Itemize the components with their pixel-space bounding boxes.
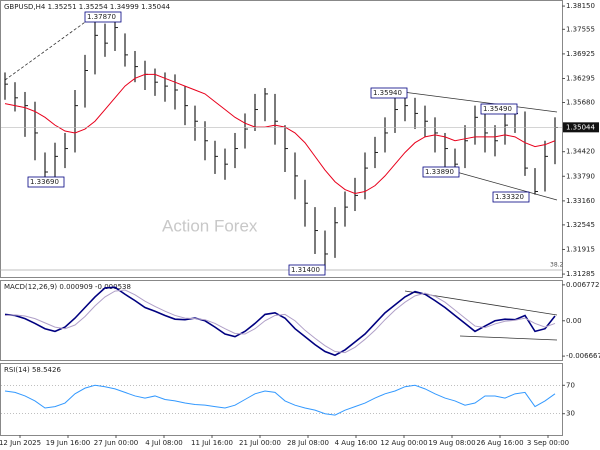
x-tick-label: 11 Jul 16:00 <box>191 439 233 447</box>
annotation-box <box>27 176 65 188</box>
y-tick-label: 30 <box>566 410 575 418</box>
annotation: 1.35940 <box>373 89 402 97</box>
y-tick-label: 1.35680 <box>566 98 595 106</box>
price-panel <box>0 0 563 278</box>
y-tick-label: 1.33790 <box>566 172 595 180</box>
x-tick-label: 3 Sep 00:00 <box>527 439 569 447</box>
indicator-title: RSI(14) 58.5426 <box>4 366 61 374</box>
chart-title: GBPUSD,H4 1.35251 1.35254 1.34999 1.3504… <box>4 3 171 11</box>
x-tick-label: 19 Jun 16:00 <box>46 439 90 447</box>
y-tick-label: 1.31915 <box>566 245 595 253</box>
x-tick-label: 12 Aug 00:00 <box>380 439 427 447</box>
y-tick-label: 1.36295 <box>566 74 595 82</box>
y-tick-label: 0.00 <box>566 317 582 325</box>
y-tick-label: 1.33160 <box>566 197 595 205</box>
y-tick-label: 0.006772 <box>566 281 599 289</box>
x-tick-label: 21 Jul 00:00 <box>239 439 281 447</box>
x-tick-label: 26 Aug 16:00 <box>476 439 523 447</box>
line <box>4 73 556 194</box>
y-tick-label: 1.38150 <box>566 2 595 10</box>
annotation: 1.37870 <box>87 13 116 21</box>
line <box>4 286 556 357</box>
x-tick-label: 4 Jul 08:00 <box>145 439 183 447</box>
y-tick-label: 70 <box>566 381 575 389</box>
y-tick-label: 1.34420 <box>566 148 595 156</box>
last-price-box <box>563 122 599 133</box>
y-tick-label: 1.31285 <box>566 270 595 278</box>
annotation-box <box>370 87 408 99</box>
x-tick-label: 19 Aug 08:00 <box>428 439 475 447</box>
x-tick-label: 4 Aug 16:00 <box>335 439 378 447</box>
trendline <box>441 167 558 201</box>
fib-label: 38.2 <box>550 262 564 269</box>
annotation-box <box>422 166 460 178</box>
rsi-panel <box>0 363 563 436</box>
annotation: 1.35490 <box>483 105 512 113</box>
y-tick-label: -0.006667 <box>566 352 600 360</box>
line <box>4 289 556 354</box>
y-tick-label: 1.37555 <box>566 25 595 33</box>
x-tick-label: 12 Jun 2025 <box>0 439 41 447</box>
annotation: 1.33890 <box>425 168 454 176</box>
x-tick-label: 27 Jun 00:00 <box>94 439 138 447</box>
line <box>4 384 556 416</box>
annotation-box <box>480 103 518 115</box>
annotation-box <box>288 264 326 276</box>
x-tick-label: 28 Jul 08:00 <box>287 439 329 447</box>
last-price-label: 1.35044 <box>566 123 595 131</box>
annotation: 1.33690 <box>30 178 59 186</box>
y-tick-label: 1.36925 <box>566 50 595 58</box>
annotation: 1.31400 <box>291 266 320 274</box>
trendline <box>459 335 558 341</box>
annotation-box <box>492 191 530 203</box>
trendline <box>4 19 89 81</box>
annotation: 1.33320 <box>495 193 524 201</box>
trendline <box>402 91 558 113</box>
y-tick-label: 1.32545 <box>566 221 595 229</box>
annotation-box <box>84 11 122 23</box>
watermark: Action Forex <box>162 216 258 235</box>
indicator-title: MACD(12,26,9) 0.000909 -0.000538 <box>4 283 131 291</box>
